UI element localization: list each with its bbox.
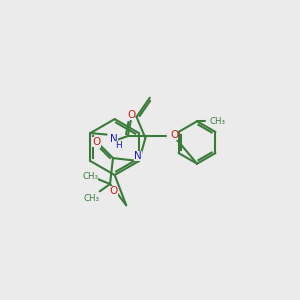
Text: N: N [134,151,142,161]
Text: N: N [110,134,118,144]
Text: CH₃: CH₃ [82,172,98,181]
Text: CH₃: CH₃ [210,117,226,126]
Text: O: O [110,186,118,196]
Text: N: N [110,134,118,144]
Text: O: O [127,110,136,120]
Text: O: O [92,136,101,147]
Text: O: O [170,130,178,140]
Text: CH₃: CH₃ [83,194,100,203]
Text: H: H [115,141,122,150]
